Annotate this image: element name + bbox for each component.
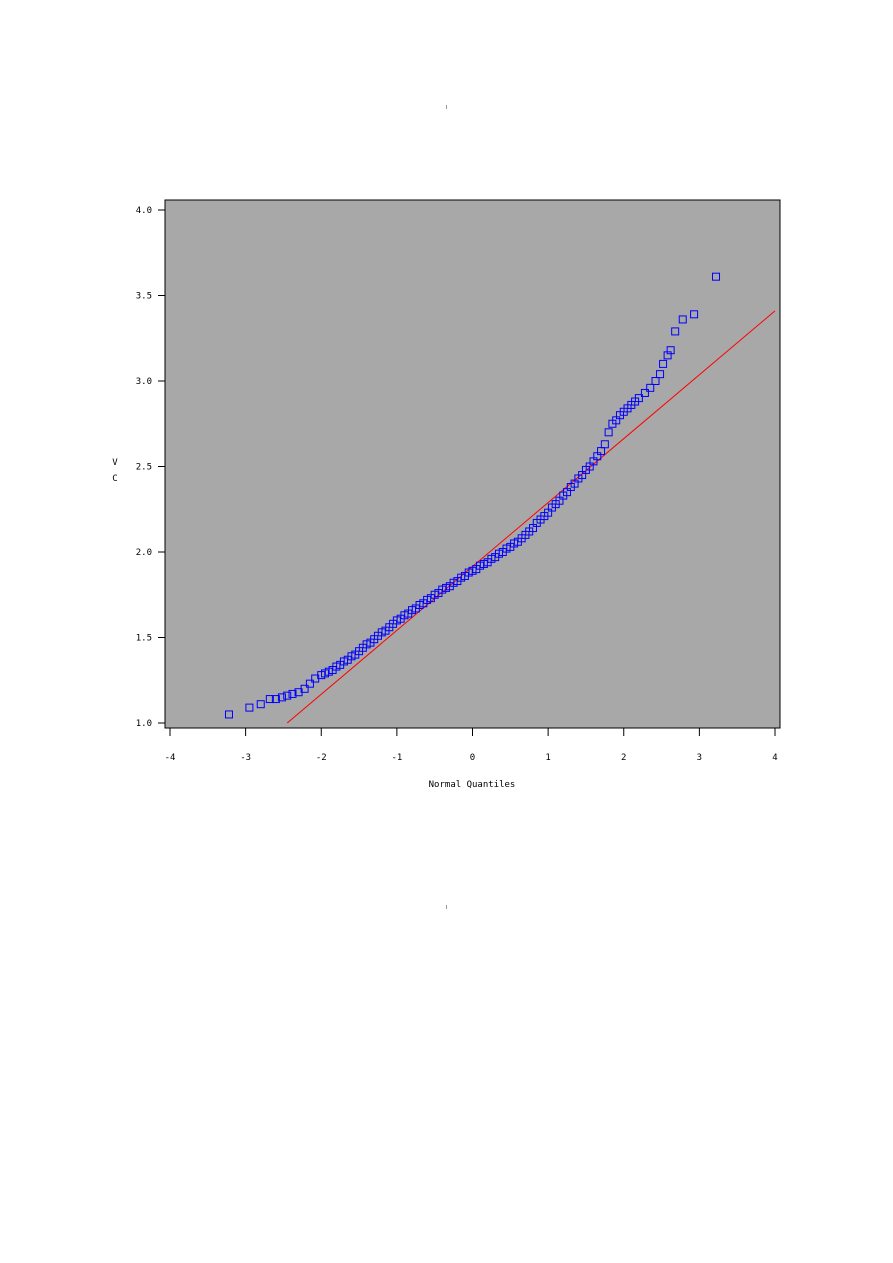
data-point: [666, 346, 675, 355]
y-tick-label: 3.0: [136, 377, 152, 387]
data-point: [651, 377, 660, 385]
data-point: [245, 703, 254, 712]
x-tick-label: 3: [697, 753, 702, 763]
data-point: [256, 700, 265, 709]
data-point: [712, 272, 721, 281]
data-point: [690, 310, 699, 319]
y-tick-label: 4.0: [136, 206, 152, 216]
data-point: [659, 359, 668, 368]
x-tick-label: 1: [545, 753, 550, 763]
data-point: [277, 693, 286, 702]
y-axis-label-1: V: [112, 458, 118, 468]
data-point: [288, 689, 297, 698]
data-point: [646, 383, 655, 392]
y-tick-label: 1.0: [136, 719, 152, 729]
data-point: [271, 695, 280, 704]
y-axis-label-2: C: [112, 474, 117, 484]
x-tick-label: -4: [165, 753, 176, 763]
x-tick-label: 0: [470, 753, 475, 763]
page-marker-top: [446, 105, 447, 109]
y-tick-label: 2.0: [136, 548, 152, 558]
data-point: [283, 691, 292, 700]
y-tick-label: 3.5: [136, 292, 152, 302]
x-tick-label: 4: [772, 753, 777, 763]
data-point: [604, 428, 613, 437]
reference-line: [286, 310, 776, 724]
data-point: [634, 394, 643, 403]
plot-area: [164, 199, 781, 729]
page-marker-bottom: [446, 905, 447, 909]
x-tick-label: 2: [621, 753, 626, 763]
data-point: [305, 679, 314, 688]
data-point: [678, 315, 687, 324]
x-tick-label: -3: [240, 753, 251, 763]
data-point: [656, 370, 665, 379]
y-tick-label: 2.5: [136, 463, 152, 473]
x-tick-label: -2: [316, 753, 327, 763]
data-point: [224, 710, 233, 719]
x-tick-label: -1: [391, 753, 402, 763]
y-tick-label: 1.5: [136, 634, 152, 644]
data-point: [671, 327, 680, 336]
x-axis-label: Normal Quantiles: [429, 780, 516, 790]
data-point: [300, 684, 309, 693]
data-point: [600, 440, 609, 449]
data-point: [265, 695, 274, 704]
data-point: [640, 388, 649, 397]
